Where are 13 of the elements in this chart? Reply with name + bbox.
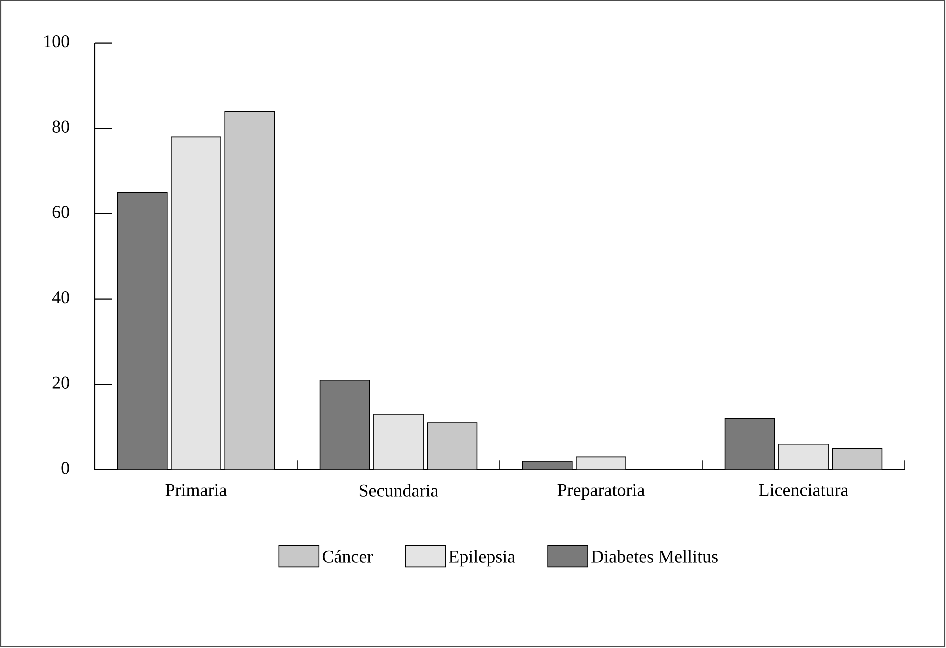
x-tick-label: Licenciatura	[759, 484, 848, 496]
y-tick-label: 0	[62, 462, 70, 474]
x-tick-label: Preparatoria	[558, 484, 645, 500]
legend-label: Epilepsia	[449, 550, 516, 567]
y-tick-label: 40	[52, 291, 70, 304]
legend-label: Cáncer	[322, 550, 374, 563]
x-tick-label: Secundaria	[360, 484, 438, 497]
y-tick-label: 100	[44, 35, 70, 48]
y-tick-label: 20	[52, 376, 70, 389]
y-tick-label: 80	[52, 120, 70, 133]
x-tick-label: Primaria	[166, 484, 227, 496]
legend-label: Diabetes Mellitus	[592, 550, 718, 563]
y-tick-label: 60	[52, 206, 70, 218]
